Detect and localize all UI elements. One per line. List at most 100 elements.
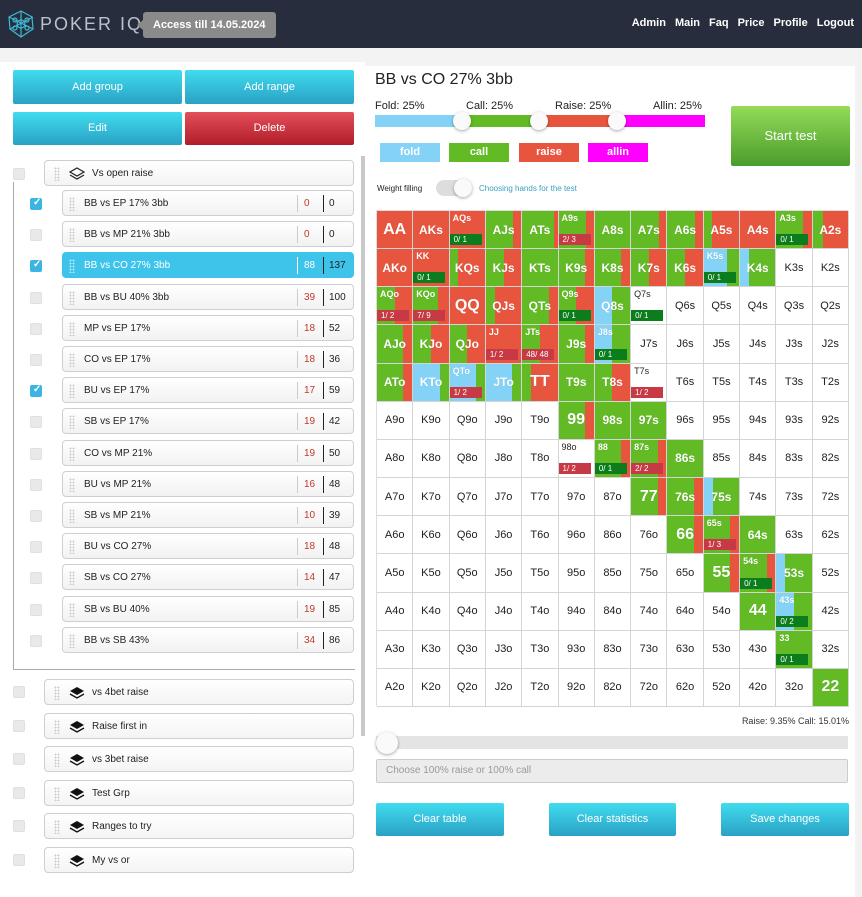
hand-cell[interactable]: KQs (449, 249, 486, 288)
group-item[interactable]: Test Grp (44, 779, 354, 806)
range-checkbox[interactable] (30, 259, 42, 273)
hand-cell[interactable]: KJs (485, 249, 523, 288)
hand-cell[interactable]: ATs (522, 211, 559, 250)
hand-cell[interactable]: Q2o (449, 668, 486, 707)
hand-cell[interactable]: J4o (485, 592, 523, 631)
group-checkbox[interactable] (13, 168, 25, 180)
drag-handle-icon[interactable] (69, 477, 75, 492)
hand-cell[interactable]: T8o (522, 439, 559, 479)
hand-cell[interactable]: KK 0/ 1 (413, 249, 450, 288)
hand-cell[interactable]: 43o (740, 630, 777, 669)
nav-price[interactable]: Price (737, 17, 765, 29)
weight-filling-toggle[interactable] (436, 179, 472, 197)
hand-cell[interactable]: 63o (667, 630, 704, 669)
range-checkbox[interactable] (30, 384, 42, 398)
start-test-button[interactable]: Start test (731, 106, 850, 166)
drag-handle-icon[interactable] (69, 509, 75, 523)
hand-cell[interactable]: A2s (812, 211, 849, 250)
hand-cell[interactable]: T4s (740, 363, 777, 402)
hand-cell[interactable]: 74o (631, 592, 668, 631)
call-action-button[interactable]: call (449, 143, 509, 162)
drag-handle-icon[interactable] (69, 353, 75, 367)
allin-action-button[interactable]: allin (588, 143, 648, 162)
hand-cell[interactable]: J6o (485, 516, 523, 555)
hand-cell[interactable]: QJo (449, 325, 486, 364)
hand-cell[interactable]: 75o (631, 554, 668, 593)
range-item[interactable]: MP vs EP 17% 18 52 (62, 314, 354, 341)
raise-allin-handle[interactable] (608, 112, 626, 130)
hand-cell[interactable]: K3s (776, 249, 813, 288)
hand-cell[interactable]: 94o (558, 592, 595, 631)
hand-cell[interactable]: J9s (558, 325, 595, 364)
range-percent-slider[interactable] (376, 732, 848, 754)
hand-cell[interactable]: K5s 0/ 1 (703, 249, 741, 288)
hand-cell[interactable]: 63s (776, 516, 813, 555)
hand-cell[interactable]: T5s (703, 363, 741, 402)
drag-handle-icon[interactable] (69, 259, 75, 274)
hand-cell[interactable]: 85s (703, 439, 741, 479)
group-item[interactable]: Raise first in (44, 712, 354, 739)
hand-cell[interactable]: 97o (558, 478, 595, 517)
hand-cell[interactable]: KTs (522, 249, 559, 288)
group-item[interactable]: Ranges to try (44, 813, 354, 840)
hand-cell[interactable]: 62o (667, 668, 704, 707)
range-checkbox[interactable] (30, 603, 42, 616)
hand-cell[interactable]: 86s (667, 439, 704, 479)
drag-handle-icon[interactable] (54, 753, 60, 768)
hand-cell[interactable]: K4s (740, 249, 777, 288)
hand-cell[interactable]: 44 (740, 592, 777, 631)
range-checkbox[interactable] (30, 354, 42, 366)
hand-cell[interactable]: 93s (776, 401, 813, 440)
range-item[interactable]: BB vs MP 21% 3bb 0 0 (62, 221, 354, 248)
hand-cell[interactable]: 74s (740, 478, 777, 517)
hand-cell[interactable]: J5o (485, 554, 523, 593)
hand-cell[interactable]: A5o (377, 554, 414, 593)
hand-cell[interactable]: A6s (667, 211, 704, 250)
hand-cell[interactable]: ATo (377, 363, 414, 402)
drag-handle-icon[interactable] (69, 321, 75, 336)
hand-cell[interactable]: 95o (558, 554, 595, 593)
hand-cell[interactable]: A7s (631, 211, 668, 250)
hand-cell[interactable]: A5s (703, 211, 741, 250)
hand-cell[interactable]: AKs (413, 211, 450, 250)
hand-cell[interactable]: T3s (776, 363, 813, 402)
hand-cell[interactable]: J8o (485, 439, 523, 479)
range-item[interactable]: BB vs SB 43% 34 86 (62, 626, 354, 653)
clear-table-button[interactable]: Clear table (376, 803, 504, 836)
hand-cell[interactable]: Q7s 0/ 1 (631, 287, 668, 326)
hand-cell[interactable]: A2o (377, 668, 414, 707)
nav-faq[interactable]: Faq (709, 17, 729, 29)
hand-cell[interactable]: Q6s (667, 287, 704, 326)
hand-cell[interactable]: T9o (522, 401, 559, 440)
drag-handle-icon[interactable] (54, 820, 60, 835)
action-distribution-slider[interactable] (375, 115, 705, 127)
hand-cell[interactable]: K3o (413, 630, 450, 669)
edit-button[interactable]: Edit (13, 112, 182, 145)
hand-cell[interactable]: Q3s (776, 287, 813, 326)
range-item[interactable]: SB vs EP 17% 19 42 (62, 408, 354, 435)
range-item[interactable]: BB vs CO 27% 3bb 88 137 (62, 252, 354, 279)
hand-cell[interactable]: JTs 48/ 48 (522, 325, 559, 364)
hand-cell[interactable]: 64o (667, 592, 704, 631)
hand-cell[interactable]: J3s (776, 325, 813, 364)
hand-cell[interactable]: T4o (522, 592, 559, 631)
group-checkbox[interactable] (13, 686, 25, 698)
drag-handle-icon[interactable] (69, 197, 75, 211)
hand-cell[interactable]: 52o (703, 668, 741, 707)
hand-cell[interactable]: 94s (740, 401, 777, 440)
range-item[interactable]: SB vs MP 21% 10 39 (62, 502, 354, 528)
hand-cell[interactable]: KQo 7/ 9 (413, 287, 450, 326)
hand-cell[interactable]: J3o (485, 630, 523, 669)
hand-cell[interactable]: K8s (594, 249, 632, 288)
hand-cell[interactable]: AQo 1/ 2 (377, 287, 414, 326)
drag-handle-icon[interactable] (69, 540, 75, 555)
hand-cell[interactable]: A7o (377, 478, 414, 517)
hand-cell[interactable]: 87s 2/ 2 (631, 439, 668, 479)
group-vs-open-raise[interactable]: Vs open raise (44, 160, 354, 186)
range-checkbox[interactable] (30, 478, 42, 491)
hand-cell[interactable]: 65s 1/ 3 (703, 516, 741, 555)
hand-cell[interactable]: 53s (776, 554, 813, 593)
hand-cell[interactable]: 83o (594, 630, 632, 669)
hand-cell[interactable]: 54s 0/ 1 (740, 554, 777, 593)
hand-cell[interactable]: JTo (485, 363, 523, 402)
